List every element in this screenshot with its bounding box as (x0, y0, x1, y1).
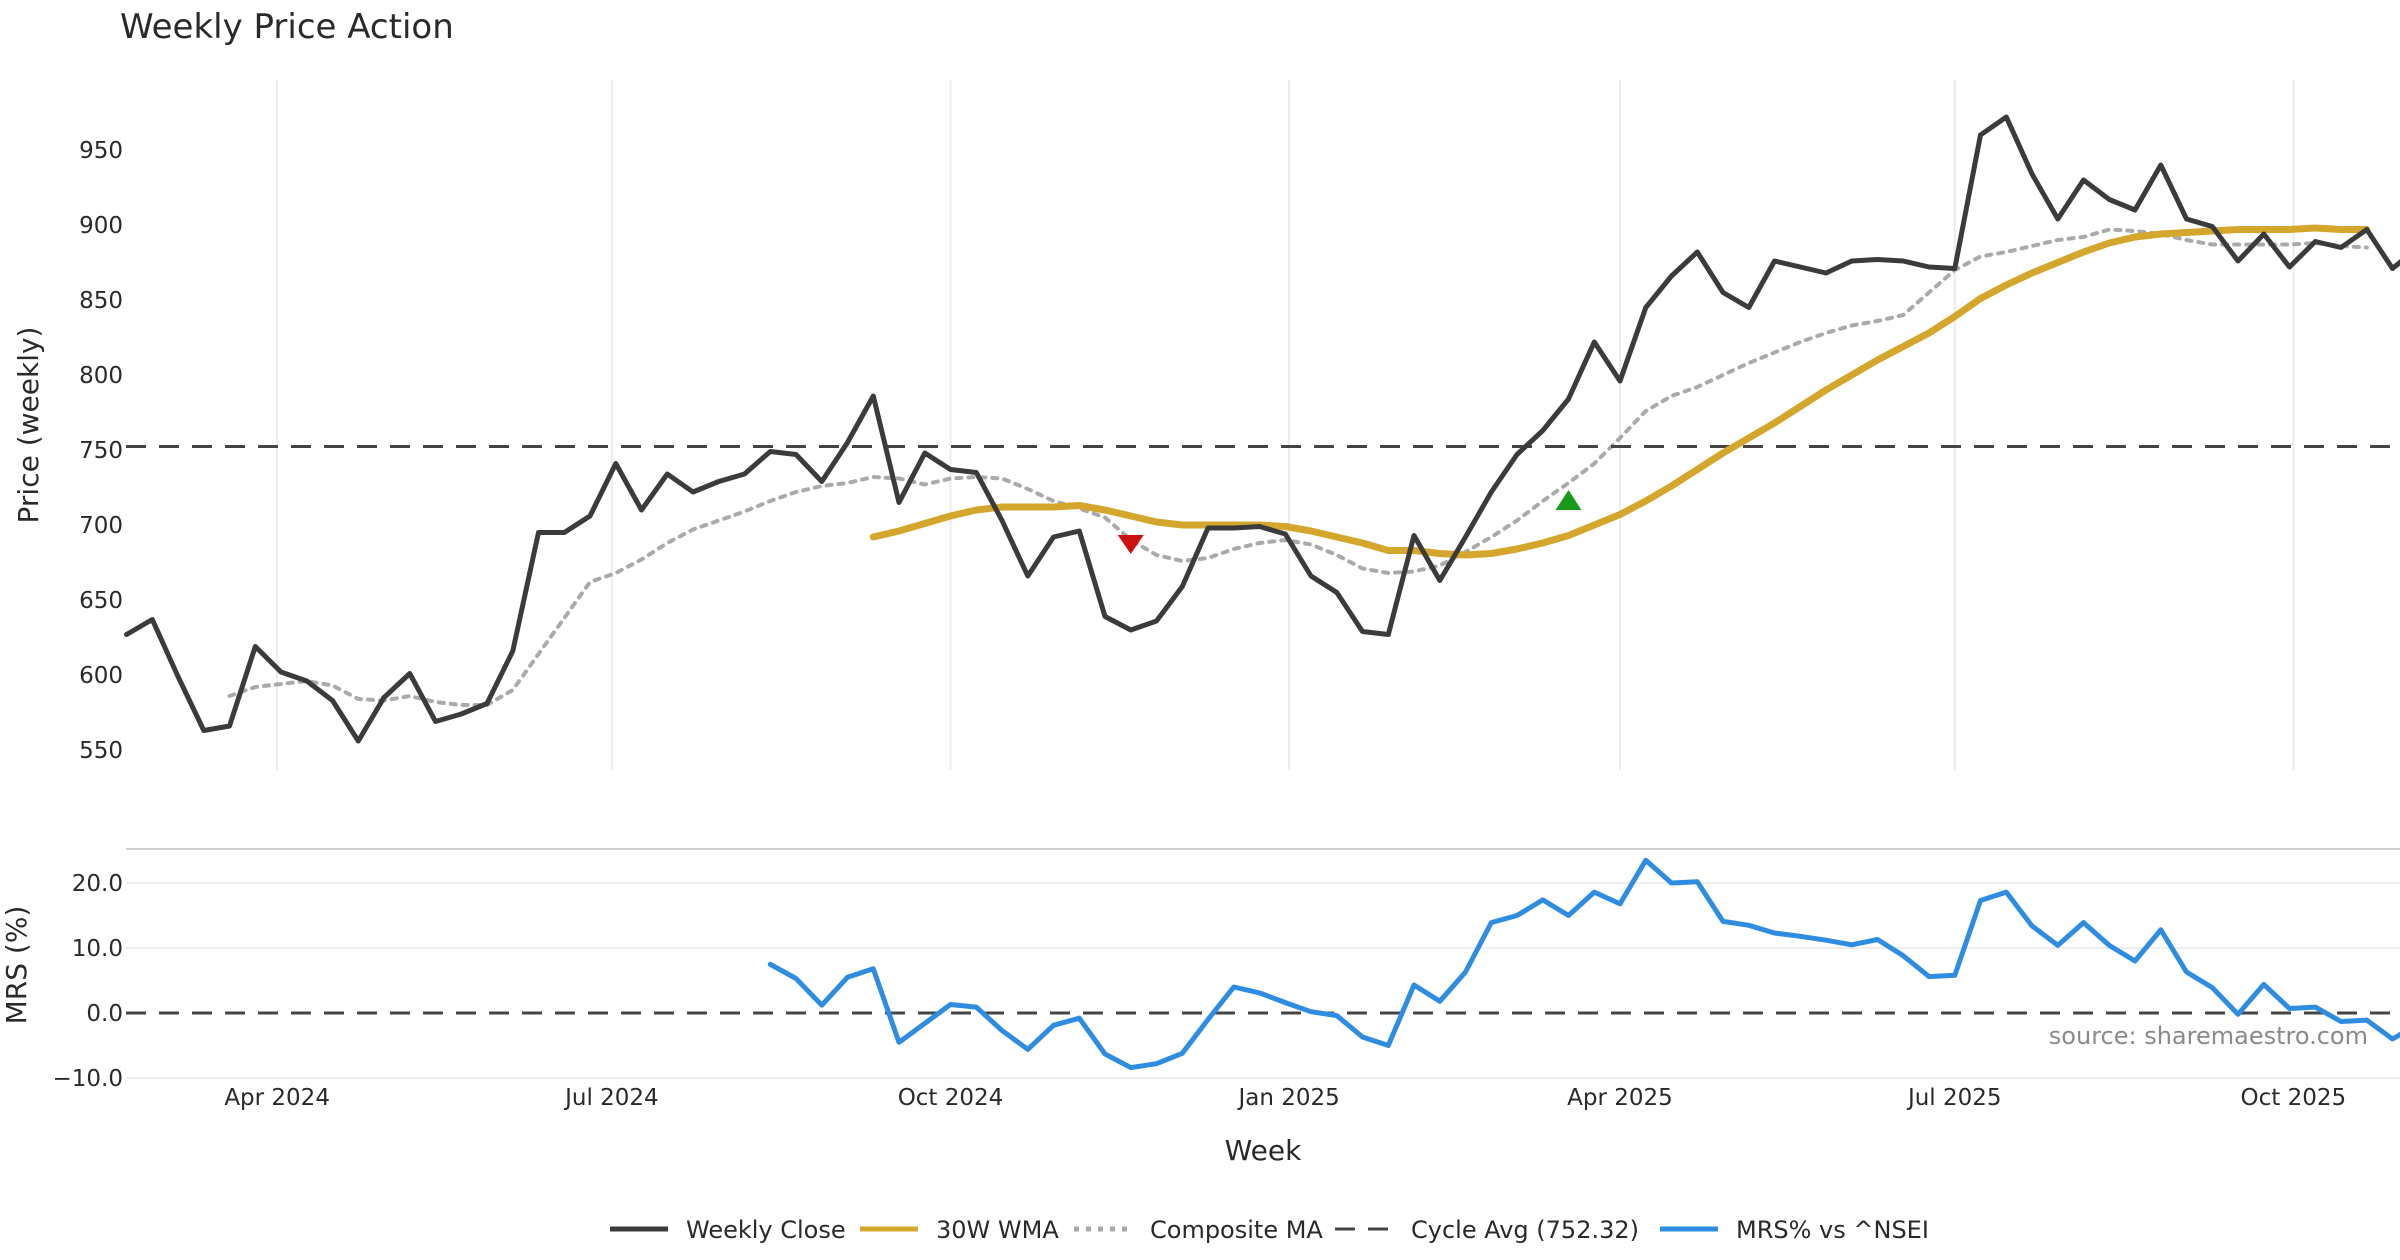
legend-label-1: 30W WMA (936, 1216, 1059, 1244)
top-y-tick-5: 800 (79, 363, 123, 389)
legend-label-3: Cycle Avg (752.32) (1411, 1216, 1639, 1244)
series-composite-ma (227, 227, 2369, 707)
bottom-panel-y-axis-label: MRS (%) (0, 906, 33, 1025)
x-tick-3: Jan 2025 (1236, 1085, 1339, 1111)
top-y-tick-2: 650 (79, 588, 123, 614)
x-tick-5: Jul 2025 (1906, 1085, 2002, 1111)
top-y-tick-0: 550 (79, 738, 123, 764)
bottom-panel-series (126, 857, 2400, 1071)
top-y-tick-8: 950 (79, 138, 123, 164)
x-tick-labels: Apr 2024 Jul 2024 Oct 2024 Jan 2025 Apr 2025… (224, 1085, 2346, 1111)
series-30w-wma (869, 224, 2371, 559)
top-y-tick-7: 900 (79, 213, 123, 239)
x-tick-6: Oct 2025 (2241, 1085, 2347, 1111)
chart-title: Weekly Price Action (120, 7, 454, 47)
legend: Weekly Close 30W WMA Composite MA Cycle Avg… (610, 1216, 1929, 1244)
top-panel-gridlines (276, 80, 2295, 770)
top-y-tick-1: 600 (79, 663, 123, 689)
series-weekly-close (124, 114, 2400, 744)
legend-label-0: Weekly Close (686, 1216, 846, 1244)
top-panel-y-tick-labels: 550 600 650 700 750 800 850 900 950 (79, 138, 123, 764)
bottom-y-tick-2: 0.0 (86, 1001, 123, 1027)
legend-label-2: Composite MA (1150, 1216, 1323, 1244)
top-y-tick-4: 750 (79, 438, 123, 464)
x-tick-0: Apr 2024 (224, 1085, 330, 1111)
x-axis-label: Week (1225, 1134, 1302, 1167)
x-tick-4: Apr 2025 (1567, 1085, 1673, 1111)
sell-signal-marker (1117, 535, 1144, 554)
series-mrs-vs-nsei (767, 857, 2400, 1071)
source-note: source: sharemaestro.com (2049, 1022, 2368, 1050)
legend-label-4: MRS% vs ^NSEI (1736, 1216, 1929, 1244)
bottom-y-tick-0: 20.0 (72, 871, 123, 897)
buy-signal-marker (1555, 490, 1582, 510)
top-y-tick-6: 850 (79, 288, 123, 314)
top-panel-series (124, 114, 2400, 744)
top-y-tick-3: 700 (79, 513, 123, 539)
bottom-y-tick-1: 10.0 (72, 936, 123, 962)
x-tick-2: Oct 2024 (898, 1085, 1004, 1111)
bottom-panel-y-tick-labels: 20.0 10.0 0.0 −10.0 (53, 871, 123, 1092)
top-panel-y-axis-label: Price (weekly) (12, 327, 45, 524)
signal-markers (1117, 490, 1582, 554)
x-tick-1: Jul 2024 (563, 1085, 659, 1111)
bottom-y-tick-3: −10.0 (53, 1066, 123, 1092)
bottom-panel-gridlines (126, 882, 2400, 1079)
